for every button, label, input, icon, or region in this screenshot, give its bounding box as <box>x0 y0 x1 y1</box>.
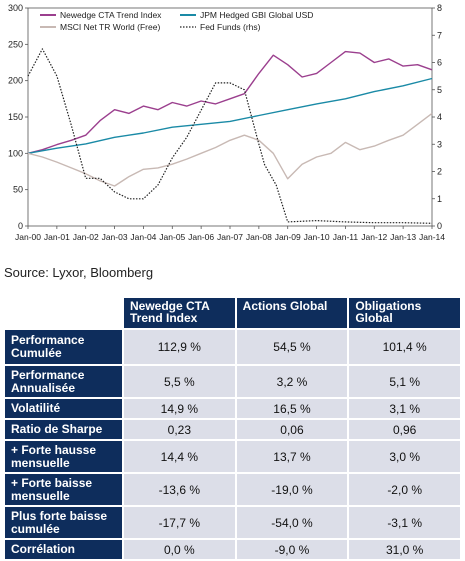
table-cell: 101,4 % <box>349 330 460 364</box>
x-tick-label: Jan-10 <box>304 232 330 242</box>
x-tick-label: Jan-13 <box>390 232 416 242</box>
x-tick-label: Jan-12 <box>361 232 387 242</box>
chart-legend: Newedge CTA Trend Index JPM Hedged GBI Gl… <box>40 10 313 32</box>
table-header-row: Newedge CTA Trend Index Actions Global O… <box>5 298 460 328</box>
table-corner-cell <box>5 298 122 328</box>
y-right-tick-label: 4 <box>437 112 442 122</box>
table-cell: -3,1 % <box>349 507 460 538</box>
x-tick-label: Jan-11 <box>333 232 359 242</box>
table-cell: 16,5 % <box>236 399 348 418</box>
legend-label: MSCI Net TR World (Free) <box>60 22 160 32</box>
y-right-tick-label: 1 <box>437 194 442 204</box>
table-cell: -2,0 % <box>349 474 460 505</box>
table-cell: 13,7 % <box>236 441 348 472</box>
y-right-tick-label: 5 <box>437 85 442 95</box>
table-cell: 5,1 % <box>349 366 460 397</box>
table-cell: 31,0 % <box>349 540 460 559</box>
x-tick-label: Jan-08 <box>246 232 272 242</box>
x-tick-label: Jan-04 <box>130 232 156 242</box>
table-row: Performance Cumulée 112,9 % 54,5 % 101,4… <box>5 330 460 364</box>
table-cell: 0,06 <box>236 420 348 439</box>
row-label: Volatilité <box>5 399 122 418</box>
table-cell: -54,0 % <box>236 507 348 538</box>
table-cell: 0,96 <box>349 420 460 439</box>
y-left-tick-label: 300 <box>8 3 23 13</box>
y-right-tick-label: 7 <box>437 30 442 40</box>
x-tick-label: Jan-14 <box>419 232 445 242</box>
performance-table: Newedge CTA Trend Index Actions Global O… <box>3 296 462 561</box>
y-left-tick-label: 150 <box>8 112 23 122</box>
series-line-0 <box>27 50 433 154</box>
source-note: Source: Lyxor, Bloomberg <box>4 265 154 280</box>
x-tick-label: Jan-05 <box>159 232 185 242</box>
row-label: + Forte hausse mensuelle <box>5 441 122 472</box>
legend-label: Newedge CTA Trend Index <box>60 10 162 20</box>
row-label: Performance Cumulée <box>5 330 122 364</box>
y-right-tick-label: 3 <box>437 139 442 149</box>
plot-frame <box>27 7 433 227</box>
table-row: Ratio de Sharpe 0,23 0,06 0,96 <box>5 420 460 439</box>
table-row: Performance Annualisée 5,5 % 3,2 % 5,1 % <box>5 366 460 397</box>
header-actions-global: Actions Global <box>236 298 348 328</box>
table-row: + Forte baisse mensuelle -13,6 % -19,0 %… <box>5 474 460 505</box>
table-cell: 14,4 % <box>124 441 235 472</box>
table-cell: -13,6 % <box>124 474 235 505</box>
legend-label: Fed Funds (rhs) <box>200 22 261 32</box>
table-cell: 5,5 % <box>124 366 235 397</box>
row-label: Ratio de Sharpe <box>5 420 122 439</box>
table-row: + Forte hausse mensuelle 14,4 % 13,7 % 3… <box>5 441 460 472</box>
x-tick-label: Jan-03 <box>102 232 128 242</box>
row-label: Plus forte baisse cumulée <box>5 507 122 538</box>
series-line-1 <box>27 77 433 154</box>
table-row: Corrélation 0,0 % -9,0 % 31,0 % <box>5 540 460 559</box>
y-right-tick-label: 6 <box>437 58 442 68</box>
table-cell: 3,0 % <box>349 441 460 472</box>
table-row: Volatilité 14,9 % 16,5 % 3,1 % <box>5 399 460 418</box>
y-right-tick-label: 0 <box>437 221 442 231</box>
x-tick-label: Jan-02 <box>73 232 99 242</box>
x-tick-label: Jan-01 <box>44 232 70 242</box>
row-label: Corrélation <box>5 540 122 559</box>
header-obligations-global: Obligations Global <box>349 298 460 328</box>
y-left-tick-label: 50 <box>13 185 23 195</box>
series-line-3 <box>27 48 433 224</box>
x-tick-label: Jan-00 <box>15 232 41 242</box>
legend-label: JPM Hedged GBI Global USD <box>200 10 313 20</box>
y-left-tick-label: 200 <box>8 76 23 86</box>
table-cell: 112,9 % <box>124 330 235 364</box>
row-label: Performance Annualisée <box>5 366 122 397</box>
table-cell: -17,7 % <box>124 507 235 538</box>
x-tick-label: Jan-07 <box>217 232 243 242</box>
table-cell: 3,1 % <box>349 399 460 418</box>
header-newedge: Newedge CTA Trend Index <box>124 298 235 328</box>
x-tick-label: Jan-06 <box>188 232 214 242</box>
y-right-tick-label: 2 <box>437 167 442 177</box>
table-cell: 0,0 % <box>124 540 235 559</box>
y-right-tick-label: 8 <box>437 3 442 13</box>
table-cell: 14,9 % <box>124 399 235 418</box>
table-cell: 54,5 % <box>236 330 348 364</box>
row-label: + Forte baisse mensuelle <box>5 474 122 505</box>
table-cell: -19,0 % <box>236 474 348 505</box>
x-tick-label: Jan-09 <box>275 232 301 242</box>
chart-series <box>27 48 433 224</box>
table-cell: -9,0 % <box>236 540 348 559</box>
series-line-2 <box>27 112 433 187</box>
table-cell: 3,2 % <box>236 366 348 397</box>
table-cell: 0,23 <box>124 420 235 439</box>
table-row: Plus forte baisse cumulée -17,7 % -54,0 … <box>5 507 460 538</box>
y-left-tick-label: 100 <box>8 148 23 158</box>
y-left-tick-label: 250 <box>8 39 23 49</box>
y-left-tick-label: 0 <box>18 221 23 231</box>
